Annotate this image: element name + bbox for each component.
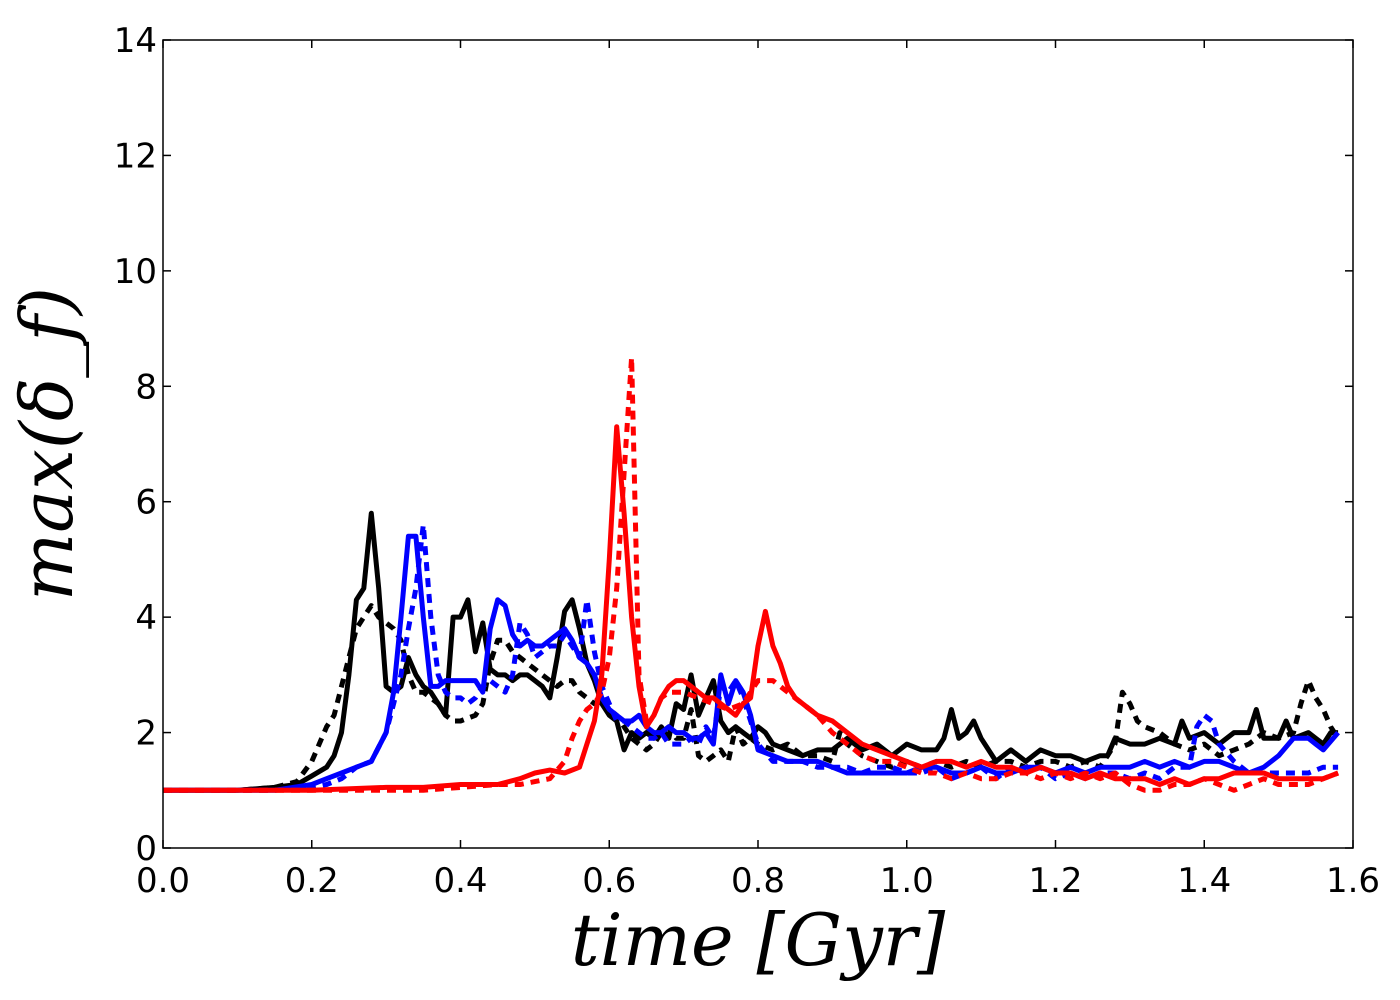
- x-axis-title: time [Gyr]: [571, 898, 946, 982]
- x-tick-label: 1.6: [1326, 861, 1380, 901]
- x-tick-label: 1.0: [880, 861, 934, 901]
- y-tick-label: 12: [114, 136, 157, 176]
- x-tick-label: 0.0: [136, 861, 190, 901]
- x-tick-label: 0.8: [731, 861, 785, 901]
- series-layer: [163, 354, 1341, 793]
- y-tick-label: 10: [114, 252, 157, 292]
- tick-layer: 0.0 0.2 0.4 0.6 0.8 1.0 1.2 1.4 1.6 0 2 4 6 8 10 12 14: [114, 21, 1380, 901]
- x-tick-label: 1.2: [1028, 861, 1082, 901]
- y-tick-label: 2: [135, 714, 157, 754]
- x-tick-label: 1.4: [1177, 861, 1231, 901]
- y-tick-label: 0: [135, 829, 157, 869]
- x-tick-label: 0.2: [285, 861, 339, 901]
- series-line-red-solid: [163, 424, 1339, 793]
- y-tick-label: 4: [135, 598, 157, 638]
- y-axis-title: max(δ_f): [5, 287, 89, 601]
- y-tick-label: 6: [135, 483, 157, 523]
- x-tick-label: 0.4: [433, 861, 487, 901]
- series-line-black-solid: [163, 510, 1339, 793]
- y-tick-label: 14: [114, 21, 157, 61]
- series-line-blue-dashed: [163, 522, 1339, 793]
- series-line-blue-solid: [163, 533, 1340, 793]
- x-tick-label: 0.6: [582, 861, 636, 901]
- y-tick-label: 8: [135, 367, 157, 407]
- series-line-black-dashed: [163, 603, 1341, 793]
